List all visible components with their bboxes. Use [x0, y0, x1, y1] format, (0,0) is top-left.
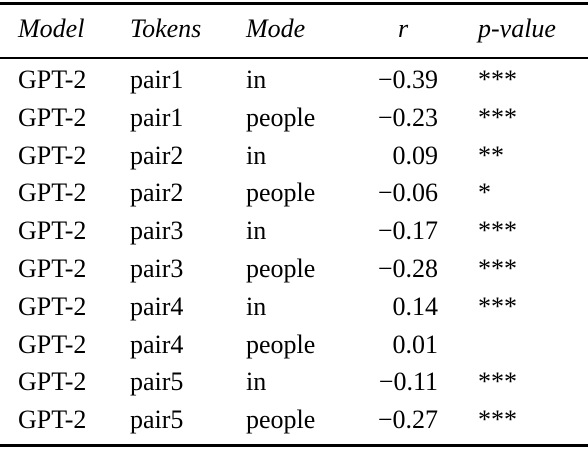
table-cell: −0.06: [377, 178, 438, 208]
table-cell: pair1: [130, 102, 184, 132]
table-cell: pair1: [130, 65, 184, 94]
table-cell: GPT-2: [18, 291, 87, 321]
table-cell: in: [246, 291, 267, 321]
table-cell: ***: [478, 254, 517, 283]
header-cell: Model: [18, 14, 85, 43]
table-cell: in: [246, 140, 267, 170]
table-cell: GPT-2: [18, 65, 87, 94]
table-cell: GPT-2: [18, 178, 87, 208]
mid-rule: [0, 57, 588, 59]
table-cell: ***: [478, 102, 517, 132]
header-cell: Tokens: [130, 14, 202, 43]
table-cell: pair2: [130, 178, 184, 208]
table-cell: −0.11: [378, 367, 438, 397]
table-cell: GPT-2: [18, 367, 87, 397]
table-cell: in: [246, 216, 267, 246]
table-cell: pair2: [130, 140, 184, 170]
table-cell: 0.14: [392, 291, 439, 321]
table-cell: *: [478, 178, 491, 208]
table-cell: GPT-2: [18, 329, 87, 359]
table-cell: pair5: [130, 405, 184, 435]
table-cell: pair5: [130, 367, 184, 397]
table-cell: pair4: [130, 291, 184, 321]
table-cell: −0.27: [377, 405, 438, 435]
table-cell: people: [246, 405, 316, 435]
table-cell: GPT-2: [18, 102, 87, 132]
table-cell: GPT-2: [18, 216, 87, 246]
header-cell: r: [397, 14, 409, 43]
table-cell: 0.01: [392, 329, 439, 359]
header-cell: Mode: [246, 14, 306, 43]
table-cell: **: [478, 140, 504, 170]
table-cell: people: [246, 178, 316, 208]
table-cell: pair3: [130, 216, 184, 246]
bottom-rule: [0, 444, 588, 447]
table-cell: GPT-2: [18, 140, 87, 170]
table-cell: people: [246, 102, 316, 132]
table-cell: ***: [478, 367, 517, 397]
table-cell: pair3: [130, 254, 184, 283]
table-cell: GPT-2: [18, 254, 87, 283]
table-cell: pair4: [130, 329, 184, 359]
table-cell: people: [246, 329, 316, 359]
table-cell: ***: [478, 65, 517, 94]
table-cell: in: [246, 367, 267, 397]
top-rule: [0, 2, 588, 5]
table-cell: −0.39: [377, 65, 438, 94]
table-cell: 0.09: [392, 140, 439, 170]
table-cell: −0.17: [377, 216, 438, 246]
table-cell: GPT-2: [18, 405, 87, 435]
table-cell: ***: [478, 291, 517, 321]
table-cell: −0.23: [377, 102, 438, 132]
header-cell: p-value: [478, 14, 556, 43]
table-cell: −0.28: [377, 254, 438, 283]
table-cell: in: [246, 65, 267, 94]
table-cell: people: [246, 254, 316, 283]
table-cell: ***: [478, 405, 517, 435]
table-cell: ***: [478, 216, 517, 246]
